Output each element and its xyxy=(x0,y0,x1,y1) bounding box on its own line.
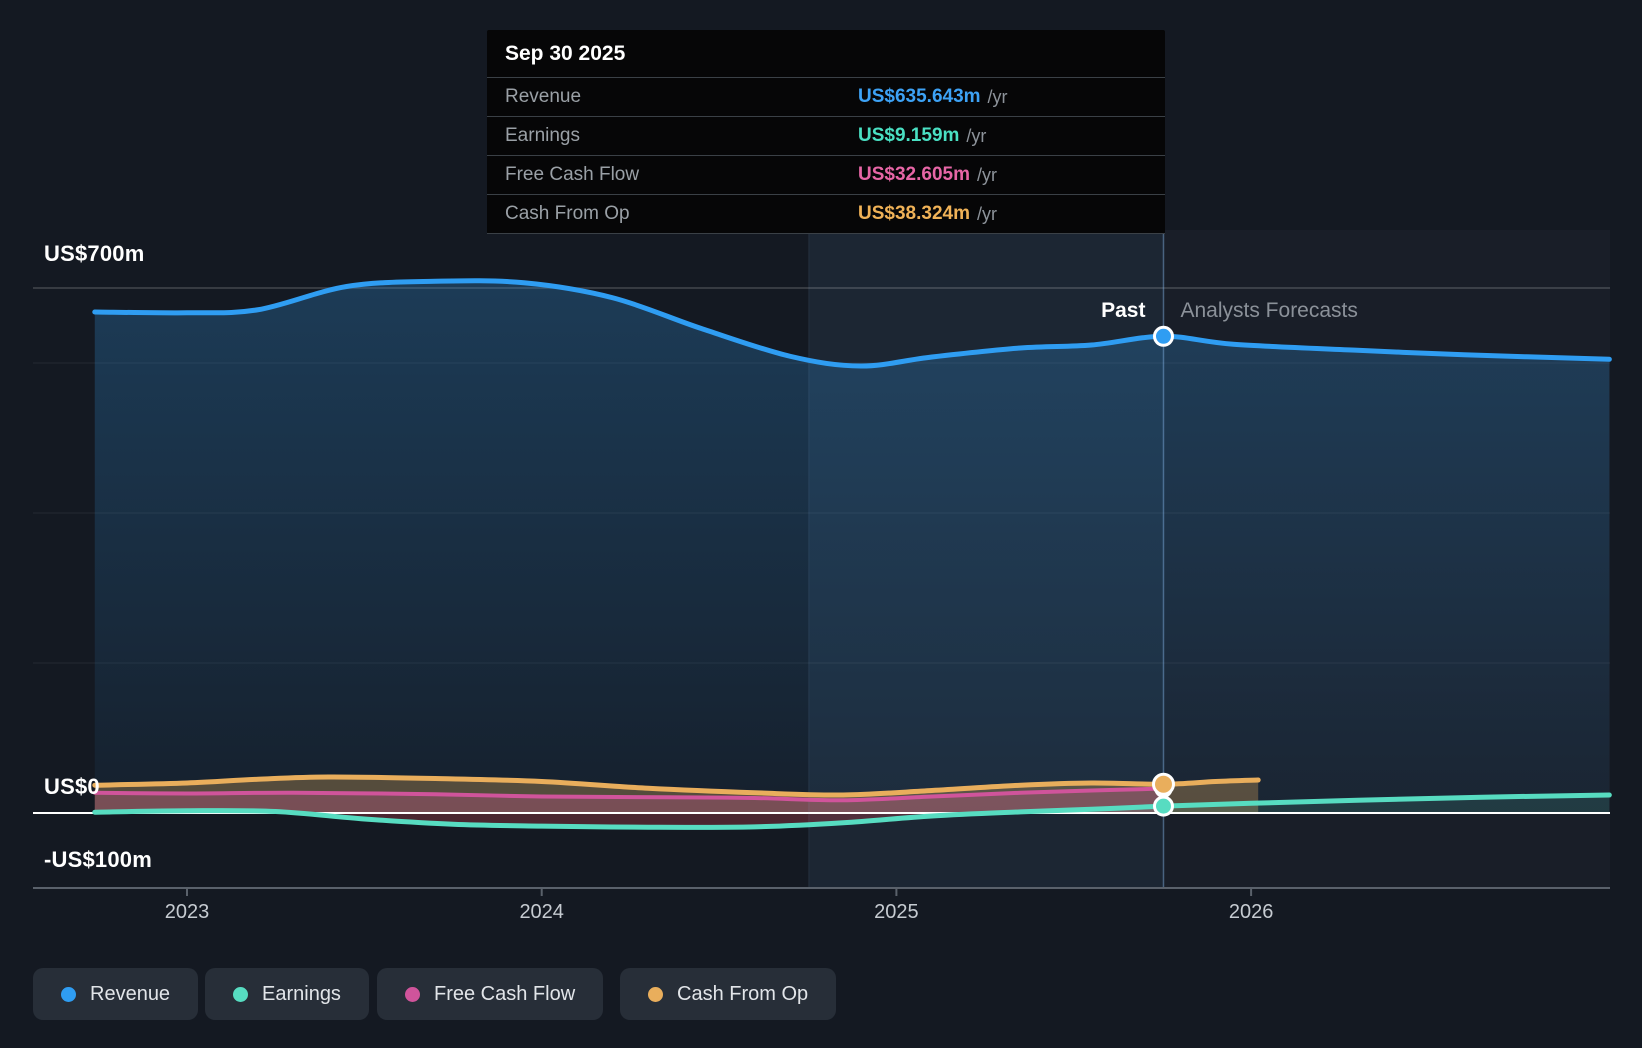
revenue-today-marker[interactable] xyxy=(1152,325,1174,347)
tooltip-fcf-value: US$32.605m xyxy=(858,164,970,185)
x-axis-label-2026: 2026 xyxy=(1228,901,1274,923)
tooltip-fcf-suffix: /yr xyxy=(976,164,997,185)
tooltip-earnings-label: Earnings xyxy=(505,125,580,146)
legend-revenue-label: Revenue xyxy=(90,982,171,1005)
legend-earnings-label: Earnings xyxy=(262,982,341,1005)
earnings-line xyxy=(92,792,1612,830)
cashop-legend-dot-icon xyxy=(648,986,663,1002)
tooltip-revenue-suffix: /yr xyxy=(987,86,1008,107)
tooltip-row-revenue: Revenue US$635.643m /yr xyxy=(487,78,1165,117)
cash-from-op-line xyxy=(92,774,1261,798)
y-axis-label-neg100m: -US$100m xyxy=(44,847,152,872)
analysts-forecasts-label: Analysts Forecasts xyxy=(1180,299,1358,322)
cash-from-op-area xyxy=(94,776,1259,813)
tooltip-revenue-label: Revenue xyxy=(505,86,582,107)
tooltip-fcf-label: Free Cash Flow xyxy=(505,164,640,185)
free-cash-flow-line xyxy=(92,786,1166,803)
earnings-today-marker[interactable] xyxy=(1152,795,1174,817)
y-axis-label-0: US$0 xyxy=(44,774,100,799)
x-axis-label-2024: 2024 xyxy=(519,901,564,923)
chart-tooltip: Sep 30 2025 Revenue US$635.643m /yr Earn… xyxy=(487,30,1165,234)
revenue-line xyxy=(92,278,1612,369)
legend-item-free-cash-flow[interactable]: Free Cash Flow xyxy=(377,968,604,1020)
earnings-legend-dot-icon xyxy=(233,986,248,1002)
revenue-area xyxy=(94,280,1610,813)
tooltip-row-earnings: Earnings US$9.159m /yr xyxy=(487,117,1165,156)
tooltip-cashop-suffix: /yr xyxy=(976,203,997,224)
tooltip-earnings-suffix: /yr xyxy=(966,125,987,146)
tooltip-cashop-value: US$38.324m xyxy=(858,203,970,224)
legend-item-cash-from-op[interactable]: Cash From Op xyxy=(620,968,837,1020)
tooltip-earnings-value: US$9.159m xyxy=(858,125,960,146)
legend-cashop-label: Cash From Op xyxy=(677,982,809,1005)
x-axis-label-2023: 2023 xyxy=(164,901,210,923)
past-label: Past xyxy=(1101,299,1146,322)
cash-from-op-today-marker[interactable] xyxy=(1151,772,1175,796)
tooltip-date: Sep 30 2025 xyxy=(487,30,1165,78)
earnings-profit-area xyxy=(94,795,1610,813)
fcf-legend-dot-icon xyxy=(405,986,420,1002)
revenue-legend-dot-icon xyxy=(61,986,76,1002)
y-axis-label-700m: US$700m xyxy=(44,241,145,266)
legend-item-revenue[interactable]: Revenue xyxy=(33,968,199,1020)
tooltip-cashop-label: Cash From Op xyxy=(505,203,630,224)
x-axis-label-2025: 2025 xyxy=(874,901,919,923)
tooltip-row-cash-from-op: Cash From Op US$38.324m /yr xyxy=(487,195,1165,234)
tooltip-row-free-cash-flow: Free Cash Flow US$32.605m /yr xyxy=(487,156,1165,195)
legend-fcf-label: Free Cash Flow xyxy=(434,982,576,1005)
legend-item-earnings[interactable]: Earnings xyxy=(205,968,369,1020)
tooltip-revenue-value: US$635.643m xyxy=(858,86,981,107)
